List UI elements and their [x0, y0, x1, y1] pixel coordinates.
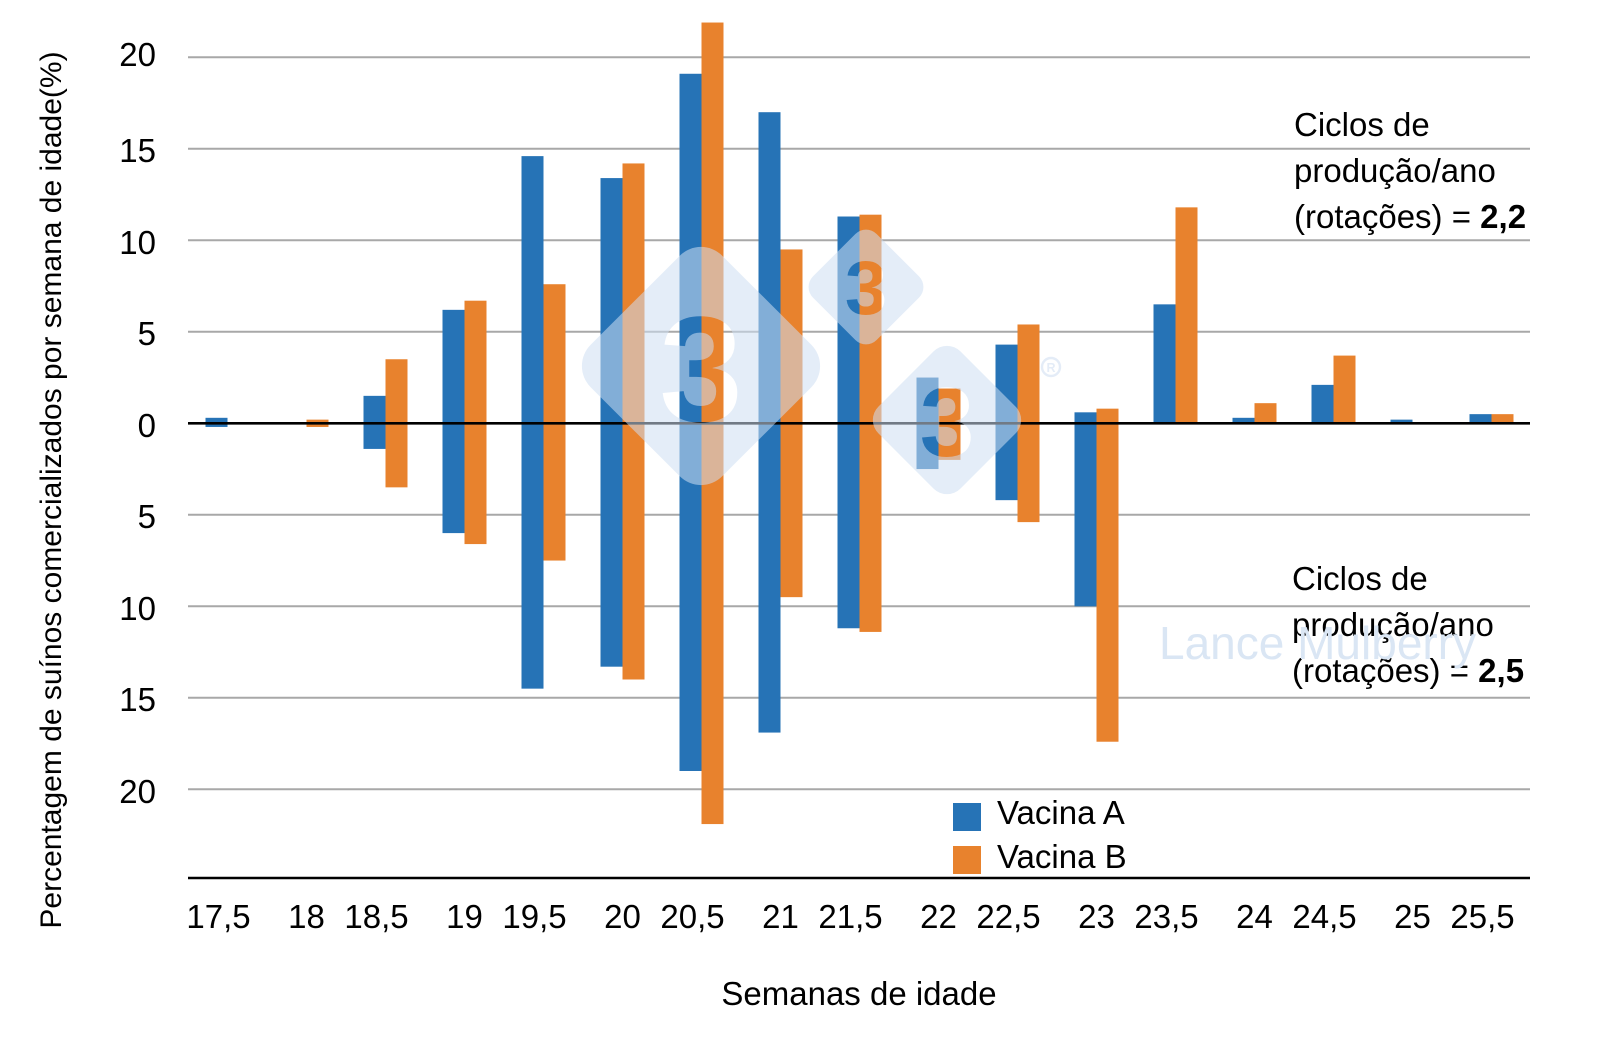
x-tick-label-19,5: 19,5: [502, 898, 567, 935]
y-tick-label-10: 10: [119, 223, 156, 261]
svg-text:R: R: [1046, 361, 1055, 375]
annotation-cycles-2-2: Ciclos de produção/ano (rotações) = 2,2: [1294, 102, 1526, 240]
y-axis-title: Percentagem de suínos comercializados po…: [35, 51, 68, 929]
y-tick-label-15: 15: [119, 132, 156, 170]
annotation-cycles-2-5: Ciclos de produção/ano (rotações) = 2,5: [1292, 556, 1524, 694]
x-tick-label-20,5: 20,5: [660, 898, 725, 935]
y-tick-label-10-neg: 10: [119, 589, 156, 627]
x-tick-label-23,5: 23,5: [1134, 898, 1199, 935]
x-tick-label-24,5: 24,5: [1292, 898, 1357, 935]
x-tick-label-20: 20: [604, 898, 641, 935]
y-tick-label-0-zero: 0: [137, 406, 156, 444]
y-tick-label-5-neg: 5: [137, 498, 156, 536]
x-tick-label-21,5: 21,5: [818, 898, 883, 935]
annotation-top-line3-prefix: (rotações) =: [1294, 198, 1481, 235]
x-tick-label-22,5: 22,5: [976, 898, 1041, 935]
legend-label-vacina-a: Vacina A: [997, 794, 1125, 831]
y-tick-label-15-neg: 15: [119, 681, 156, 719]
x-tick-label-18: 18: [288, 898, 325, 935]
x-tick-label-19: 19: [446, 898, 483, 935]
y-tick-label-20: 20: [119, 35, 156, 73]
legend-label-vacina-b: Vacina B: [997, 837, 1127, 875]
legend-item-vacina-a: Vacina A: [953, 796, 1125, 833]
annotation-bottom-line1: Ciclos de: [1292, 560, 1428, 597]
annotation-bottom-line3-prefix: (rotações) =: [1292, 652, 1479, 689]
x-tick-label-23: 23: [1078, 898, 1115, 935]
annotation-top-line2: produção/ano: [1294, 152, 1496, 189]
x-tick-label-18,5: 18,5: [344, 898, 409, 935]
x-axis-title: Semanas de idade: [721, 975, 997, 1012]
legend-swatch-vacina-b: [953, 846, 981, 874]
watermark-text: Lance Mulberry: [1159, 617, 1477, 669]
annotation-top-line1: Ciclos de: [1294, 106, 1430, 143]
y-tick-label-20-neg: 20: [119, 772, 156, 810]
x-tick-label-22: 22: [920, 898, 957, 935]
x-tick-label-17,5: 17,5: [186, 898, 251, 935]
y-tick-label-5: 5: [137, 315, 156, 353]
legend-item-vacina-b: Vacina B: [953, 840, 1127, 877]
x-tick-label-21: 21: [762, 898, 799, 935]
x-tick-label-25,5: 25,5: [1450, 898, 1515, 935]
registered-mark-icon: R: [1040, 356, 1062, 378]
annotation-bottom-value: 2,5: [1478, 652, 1525, 689]
annotation-top-value: 2,2: [1480, 198, 1527, 235]
annotation-bottom-line3: (rotações) = 2,5: [1292, 648, 1524, 694]
x-tick-label-24: 24: [1236, 898, 1273, 935]
annotation-top-line3: (rotações) = 2,2: [1294, 194, 1526, 240]
x-tick-label-25: 25: [1394, 898, 1431, 935]
annotation-bottom-line2: produção/ano: [1292, 606, 1494, 643]
legend-swatch-vacina-a: [953, 802, 981, 831]
